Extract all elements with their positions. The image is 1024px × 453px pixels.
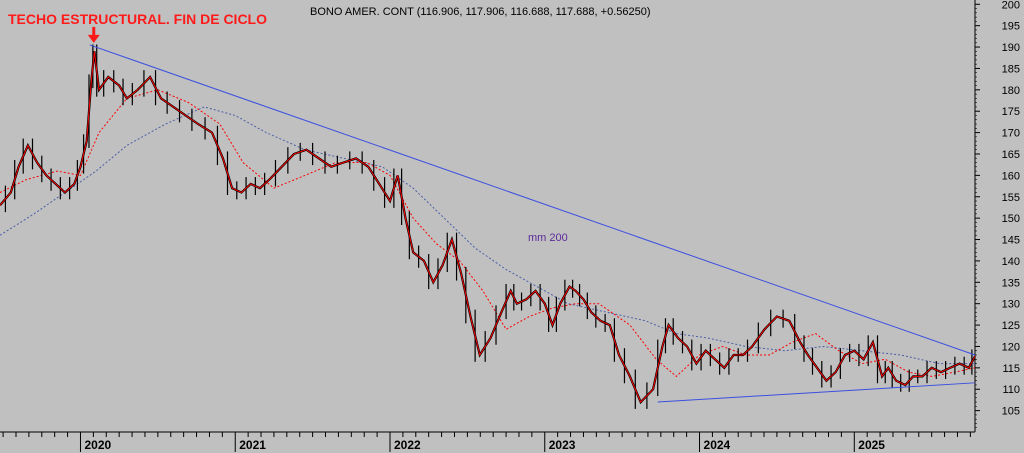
y-tick-label-105: 105 xyxy=(1002,406,1020,418)
x-tick-label-2023: 2023 xyxy=(549,438,576,452)
y-tick-label-160: 160 xyxy=(1002,170,1020,182)
y-tick-label-110: 110 xyxy=(1002,384,1020,396)
annotations: TECHO ESTRUCTURAL. FIN DE CICLO BONO AME… xyxy=(8,6,651,244)
y-tick-label-180: 180 xyxy=(1002,85,1020,97)
y-tick-label-195: 195 xyxy=(1002,21,1020,33)
top-arrow-head xyxy=(87,34,100,43)
instrument-quote: BONO AMER. CONT (116.906, 117.906, 116.6… xyxy=(310,6,651,18)
series-group xyxy=(0,44,976,409)
x-tick-label-2025: 2025 xyxy=(858,438,885,452)
y-tick-label-140: 140 xyxy=(1002,256,1020,268)
y-tick-label-125: 125 xyxy=(1002,320,1020,332)
x-tick-label-2022: 2022 xyxy=(394,438,421,452)
y-tick-label-130: 130 xyxy=(1002,299,1020,311)
y-tick-label-190: 190 xyxy=(1002,42,1020,54)
price-line xyxy=(0,51,976,403)
y-tick-label-155: 155 xyxy=(1002,192,1020,204)
y-tick-label-175: 175 xyxy=(1002,106,1020,118)
y-tick-label-135: 135 xyxy=(1002,277,1020,289)
y-tick-label-115: 115 xyxy=(1002,363,1020,375)
structural-top-annotation: TECHO ESTRUCTURAL. FIN DE CICLO xyxy=(8,11,267,27)
y-tick-label-200: 200 xyxy=(1002,0,1020,11)
y-tick-label-145: 145 xyxy=(1002,235,1020,247)
y-tick-label-170: 170 xyxy=(1002,128,1020,140)
y-tick-label-185: 185 xyxy=(1002,63,1020,75)
x-tick-label-2020: 2020 xyxy=(84,438,111,452)
descending-trendline xyxy=(89,44,976,356)
ascending-trendline xyxy=(657,382,976,403)
x-tick-label-2021: 2021 xyxy=(239,438,266,452)
y-tick-label-120: 120 xyxy=(1002,341,1020,353)
x-tick-label-2024: 2024 xyxy=(704,438,731,452)
ma200-line xyxy=(0,106,975,365)
y-tick-label-165: 165 xyxy=(1002,149,1020,161)
y-tick-label-150: 150 xyxy=(1002,213,1020,225)
ma200-label: mm 200 xyxy=(528,232,568,244)
ma-short-line xyxy=(0,89,976,378)
